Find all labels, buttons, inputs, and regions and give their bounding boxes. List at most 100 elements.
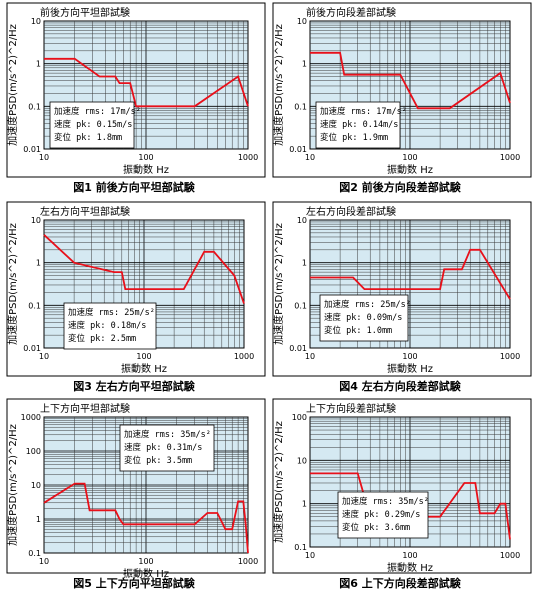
chart-3-info-box xyxy=(63,302,157,350)
chart-5-info-line: 速度 pk: 0.31m/s xyxy=(124,442,202,453)
chart-5-y-tick-label: 100 xyxy=(26,447,41,456)
chart-2-x-tick-label: 1000 xyxy=(500,153,520,162)
chart-5-svg: 上下方向平坦部試験 10 100 1000 0.1 1 10 100 1000 振動数 Hz 加速度… xyxy=(6,398,266,590)
chart-4-info-box xyxy=(319,294,409,342)
chart-6-info-line: 速度 pk: 0.29m/s xyxy=(342,509,420,520)
chart-1-x-tick-label: 100 xyxy=(138,153,153,162)
chart-4-title: 左右方向段差部試験 xyxy=(306,205,396,218)
chart-1-x-tick-label: 1000 xyxy=(238,153,258,162)
chart-3-info-line: 加速度 rms: 25m/s² xyxy=(68,307,155,318)
chart-4-y-tick-label: 1 xyxy=(302,259,307,268)
chart-1-x-axis-label: 振動数 Hz xyxy=(123,163,169,176)
chart-6-y-axis-label: 加速度PSD(m/s^2)^2/Hz xyxy=(272,421,285,543)
chart-2-x-tick-label: 10 xyxy=(305,153,315,162)
chart-1-info-line: 加速度 rms: 17m/s² xyxy=(54,106,141,117)
chart-4-x-tick-label: 100 xyxy=(402,352,417,361)
chart-6-y-tick-label: 10 xyxy=(297,456,307,465)
chart-2-caption: 図2 前後方向段差部試験 xyxy=(339,180,461,194)
chart-panel-1: 前後方向平坦部試験 10 100 1000 0.01 0.1 1 10 振動数 Hz 加速度PSD… xyxy=(0,0,268,196)
chart-4-x-tick-label: 10 xyxy=(305,352,315,361)
chart-2-y-tick-label: 10 xyxy=(297,17,307,26)
chart-3-x-tick-label: 100 xyxy=(136,352,151,361)
chart-3-y-tick-label: 1 xyxy=(36,259,41,268)
chart-5-y-axis-label: 加速度PSD(m/s^2)^2/Hz xyxy=(6,424,19,546)
chart-1-y-tick-label: 10 xyxy=(31,17,41,26)
chart-5-info-line: 加速度 rms: 35m/s² xyxy=(124,429,211,440)
chart-4-series-line xyxy=(310,248,511,300)
chart-6-x-tick-label: 100 xyxy=(402,551,417,560)
chart-1-x-tick-label: 10 xyxy=(39,153,49,162)
chart-2-info-line: 速度 pk: 0.14m/s xyxy=(320,119,398,130)
chart-3-y-tick-label: 10 xyxy=(31,216,41,225)
chart-4-x-axis-label: 振動数 Hz xyxy=(387,362,433,375)
chart-4-info-line: 速度 pk: 0.09m/s xyxy=(324,312,402,323)
chart-3-caption: 図3 左右方向平坦部試験 xyxy=(73,379,195,393)
chart-3-x-axis-label: 振動数 Hz xyxy=(121,362,167,375)
chart-4-info-line: 加速度 rms: 25m/s² xyxy=(324,299,411,310)
chart-2-y-tick-label: 0.1 xyxy=(294,102,307,111)
chart-5-caption: 図5 上下方向平坦部試験 xyxy=(73,576,195,590)
chart-6-x-tick-label: 10 xyxy=(305,551,315,560)
chart-5-y-tick-label: 1 xyxy=(36,515,41,524)
chart-4-info-line: 変位 pk: 1.0mm xyxy=(324,325,392,336)
chart-5-x-tick-label: 1000 xyxy=(238,557,258,566)
chart-panel-5: 上下方向平坦部試験 10 100 1000 0.1 1 10 100 1000 振動数 Hz 加速度… xyxy=(0,396,268,592)
chart-panel-4: 左右方向段差部試験 10 100 1000 0.01 0.1 1 10 振動数 Hz 加速度PSD… xyxy=(266,199,533,395)
chart-5-y-tick-label: 1000 xyxy=(21,413,41,422)
chart-panel-6: 上下方向段差部試験 10 100 1000 0.1 1 10 100 振動数 Hz 加速度PSD(… xyxy=(266,396,533,592)
chart-4-x-tick-label: 1000 xyxy=(500,352,520,361)
chart-5-series-line xyxy=(43,482,249,554)
chart-6-info-line: 加速度 rms: 35m/s² xyxy=(342,496,429,507)
chart-6-x-tick-label: 1000 xyxy=(500,551,520,560)
chart-3-info-line: 変位 pk: 2.5mm xyxy=(68,333,136,344)
chart-2-info-line: 変位 pk: 1.9mm xyxy=(320,132,388,143)
chart-1-info-box xyxy=(49,101,135,149)
chart-3-x-tick-label: 1000 xyxy=(234,352,254,361)
chart-1-y-tick-label: 1 xyxy=(36,60,41,69)
chart-2-info-line: 加速度 rms: 17m/s² xyxy=(320,106,407,117)
chart-5-title: 上下方向平坦部試験 xyxy=(40,402,130,415)
chart-4-y-tick-label: 10 xyxy=(297,216,307,225)
chart-1-series-line xyxy=(44,57,249,108)
chart-panel-2: 前後方向段差部試験 10 100 1000 0.01 0.1 1 10 振動数 Hz 加速度PSD… xyxy=(266,0,533,196)
chart-2-title: 前後方向段差部試験 xyxy=(306,6,396,19)
chart-5-y-tick-label: 10 xyxy=(31,481,41,490)
chart-2-y-tick-label: 0.01 xyxy=(289,145,307,154)
chart-6-info-line: 変位 pk: 3.6mm xyxy=(342,522,410,533)
chart-5-x-tick-label: 100 xyxy=(138,557,153,566)
chart-1-y-tick-label: 0.01 xyxy=(23,145,41,154)
chart-6-info-box xyxy=(337,491,429,539)
chart-2-info-box xyxy=(315,101,401,149)
chart-3-info-line: 速度 pk: 0.18m/s xyxy=(68,320,146,331)
chart-1-title: 前後方向平坦部試験 xyxy=(40,6,130,19)
chart-5-y-tick-label: 0.1 xyxy=(28,549,41,558)
chart-2-x-tick-label: 100 xyxy=(402,153,417,162)
chart-6-x-axis-label: 振動数 Hz xyxy=(387,561,433,574)
chart-2-y-axis-label: 加速度PSD(m/s^2)^2/Hz xyxy=(272,24,285,146)
chart-6-y-tick-label: 1 xyxy=(302,500,307,509)
chart-1-y-tick-label: 0.1 xyxy=(28,102,41,111)
chart-2-x-axis-label: 振動数 Hz xyxy=(387,163,433,176)
chart-4-y-tick-label: 0.01 xyxy=(289,344,307,353)
chart-5-x-axis-label: 振動数 Hz xyxy=(123,567,169,580)
chart-6-y-tick-label: 100 xyxy=(292,413,307,422)
chart-3-x-tick-label: 10 xyxy=(39,352,49,361)
chart-3-y-tick-label: 0.1 xyxy=(28,301,41,310)
chart-4-caption: 図4 左右方向段差部試験 xyxy=(339,379,461,393)
chart-2-y-tick-label: 1 xyxy=(302,60,307,69)
chart-6-caption: 図6 上下方向段差部試験 xyxy=(339,576,461,590)
chart-3-series-line xyxy=(43,234,245,304)
chart-1-info-line: 速度 pk: 0.15m/s xyxy=(54,119,132,130)
chart-2-series-line xyxy=(310,51,511,110)
chart-3-title: 左右方向平坦部試験 xyxy=(40,205,130,218)
chart-6-title: 上下方向段差部試験 xyxy=(306,402,396,415)
chart-4-y-axis-label: 加速度PSD(m/s^2)^2/Hz xyxy=(272,223,285,345)
chart-3-y-axis-label: 加速度PSD(m/s^2)^2/Hz xyxy=(6,223,19,345)
chart-6-y-tick-label: 0.1 xyxy=(294,543,307,552)
chart-panel-3: 左右方向平坦部試験 10 100 1000 0.01 0.1 1 10 振動数 Hz 加速度PSD… xyxy=(0,199,268,395)
